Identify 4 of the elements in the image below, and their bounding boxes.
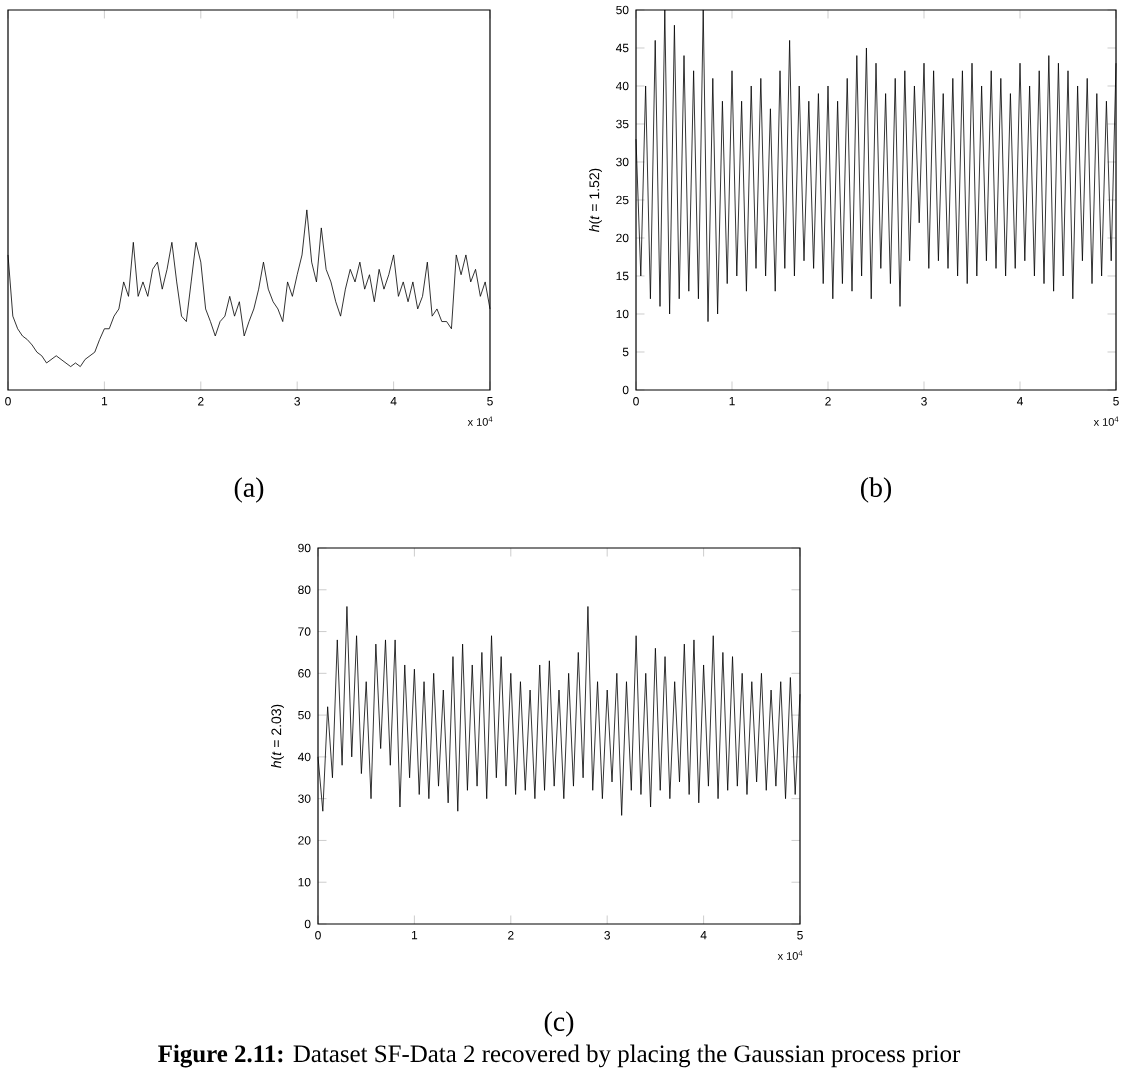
text: (b) (860, 477, 892, 503)
text: (a) (234, 477, 264, 503)
text: (c) (544, 1011, 574, 1037)
text: Figure 2.11: Dataset SF-Data 2 recovered by placing the Gaussian process prior (158, 1044, 961, 1068)
